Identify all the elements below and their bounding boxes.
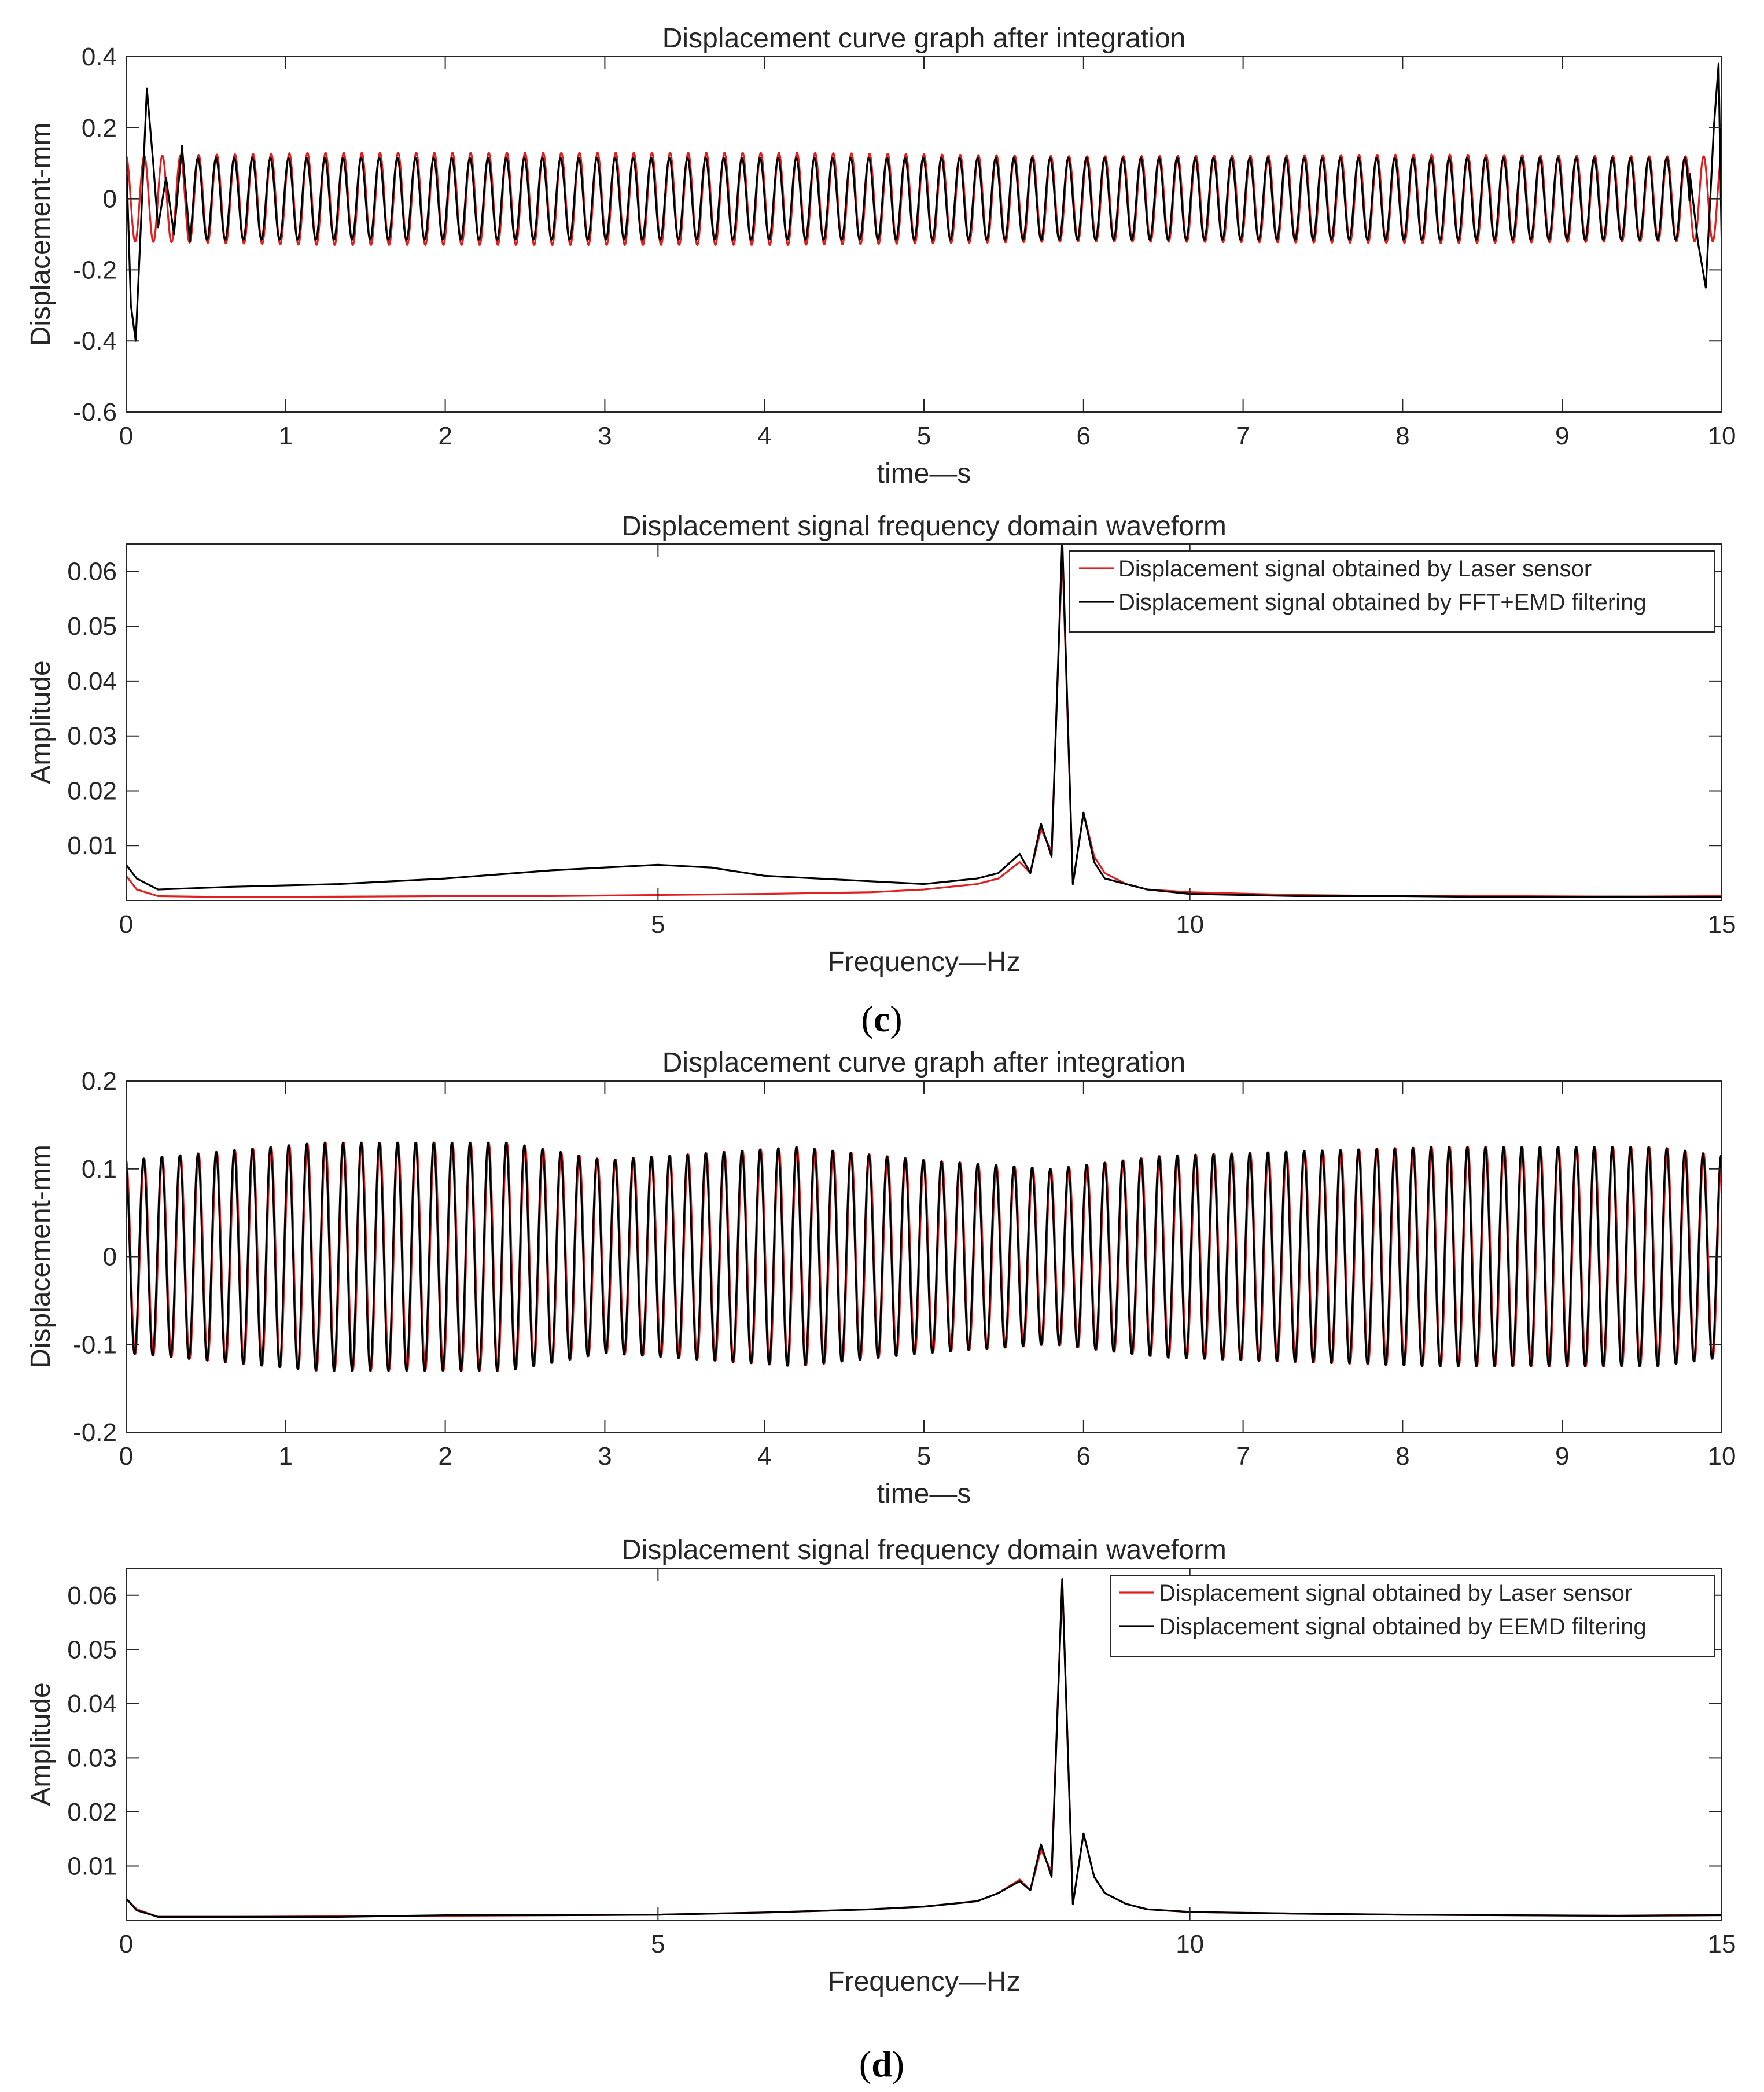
chart-title: Displacement curve graph after integrati… [662, 23, 1185, 54]
legend-entry: Displacement signal obtained by Laser se… [1118, 556, 1592, 582]
x-tick-label: 1 [279, 1442, 293, 1470]
x-tick-label: 5 [917, 422, 931, 450]
y-axis-label: Displacement-mm [25, 1145, 56, 1369]
chart-title: Displacement signal frequency domain wav… [621, 1535, 1227, 1565]
plot-area [126, 1141, 1722, 1372]
series-line-filtered [126, 62, 1722, 342]
plot-area [126, 1578, 1722, 1918]
y-tick-label: 0.02 [67, 777, 117, 805]
y-tick-label: -0.1 [73, 1330, 117, 1359]
chart-d2: 0 5 10 15 0.01 0.02 0.03 0.04 0.05 0.06 Displaceme… [25, 1535, 1736, 1997]
y-tick-label: 0.2 [82, 1067, 117, 1095]
y-axis-label: Amplitude [25, 1682, 56, 1806]
series-line-filtered [126, 1141, 1722, 1372]
axes-box [126, 1568, 1722, 1921]
x-axis-label: time—s [877, 1479, 971, 1509]
x-tick-label: 3 [598, 1442, 612, 1470]
x-tick-label: 4 [757, 422, 771, 450]
y-tick-label: 0.01 [67, 1852, 117, 1880]
x-tick-label: 10 [1708, 422, 1736, 450]
x-tick-label: 5 [651, 1930, 665, 1958]
y-tick-label: 0.05 [67, 1635, 117, 1664]
x-tick-label: 8 [1395, 1442, 1409, 1470]
y-tick-label: 0 [103, 1243, 117, 1271]
x-tick-label: 7 [1236, 422, 1250, 450]
y-tick-label: 0.04 [67, 667, 117, 696]
y-tick-label: 0.06 [67, 557, 117, 586]
x-tick-label: 4 [757, 1442, 771, 1470]
y-tick-label: 0.03 [67, 722, 117, 751]
chart-c1: 0 1 2 3 4 5 6 7 8 9 10 -0.6 -0.4 -0.2 0 0.2 0.4 Displacem… [25, 23, 1736, 489]
x-tick-label: 2 [438, 422, 452, 450]
x-tick-label: 7 [1236, 1442, 1250, 1470]
y-tick-label: 0 [103, 185, 117, 214]
axes-box [126, 56, 1722, 413]
x-tick-label: 5 [917, 1442, 931, 1470]
x-axis-label: time—s [877, 458, 971, 489]
y-tick-label: 0.2 [82, 114, 117, 142]
x-tick-label: 8 [1395, 422, 1409, 450]
x-tick-label: 0 [119, 910, 133, 939]
x-tick-label: 6 [1077, 422, 1091, 450]
chart-title: Displacement signal frequency domain wav… [621, 511, 1227, 542]
legend-entry: Displacement signal obtained by Laser se… [1159, 1580, 1632, 1606]
x-tick-label: 9 [1555, 422, 1569, 450]
y-tick-label: 0.04 [67, 1690, 117, 1718]
y-tick-label: -0.6 [73, 398, 117, 427]
x-tick-label: 0 [119, 1930, 133, 1958]
legend: Displacement signal obtained by Laser se… [1069, 550, 1715, 633]
y-axis-label: Amplitude [25, 660, 56, 784]
x-tick-label: 3 [598, 422, 612, 450]
y-tick-label: 0.06 [67, 1582, 117, 1610]
y-tick-label: 0.05 [67, 612, 117, 641]
y-tick-label: -0.2 [73, 256, 117, 284]
y-tick-label: 0.4 [82, 43, 117, 71]
chart-d1: 0 1 2 3 4 5 6 7 8 9 10 -0.2 -0.1 0 0.1 0.2 Displacement … [25, 1047, 1736, 1509]
y-tick-label: 0.01 [67, 832, 117, 860]
series-line-filtered [126, 1578, 1722, 1918]
legend-entry: Displacement signal obtained by FFT+EMD … [1118, 590, 1647, 615]
x-tick-label: 10 [1176, 1930, 1204, 1958]
x-tick-label: 5 [651, 910, 665, 939]
y-tick-label: -0.2 [73, 1418, 117, 1447]
panel-label-c: (c) [861, 998, 902, 1039]
panel-label-d: (d) [859, 2043, 904, 2084]
y-tick-label: 0.03 [67, 1744, 117, 1772]
x-tick-label: 15 [1708, 910, 1736, 939]
x-tick-label: 9 [1555, 1442, 1569, 1470]
legend: Displacement signal obtained by Laser se… [1110, 1575, 1715, 1657]
x-tick-label: 2 [438, 1442, 452, 1470]
chart-c2: 0 5 10 15 0.01 0.02 0.03 0.04 0.05 0.06 Displaceme… [25, 511, 1736, 977]
x-tick-label: 0 [119, 1442, 133, 1470]
legend-box [1069, 550, 1715, 633]
x-tick-label: 10 [1176, 910, 1204, 939]
x-tick-label: 15 [1708, 1930, 1736, 1958]
x-tick-label: 10 [1708, 1442, 1736, 1470]
plot-area [126, 62, 1722, 342]
x-tick-label: 1 [279, 422, 293, 450]
x-axis-label: Frequency—Hz [827, 947, 1020, 977]
y-tick-label: 0.02 [67, 1798, 117, 1826]
y-axis-label: Displacement-mm [25, 123, 56, 347]
axes-box [126, 543, 1722, 901]
chart-title: Displacement curve graph after integrati… [662, 1047, 1185, 1078]
x-axis-label: Frequency—Hz [827, 1966, 1020, 1997]
x-tick-label: 6 [1077, 1442, 1091, 1470]
x-tick-label: 0 [119, 422, 133, 450]
legend-entry: Displacement signal obtained by EEMD fil… [1159, 1614, 1647, 1639]
y-tick-label: -0.4 [73, 327, 117, 355]
legend-box [1110, 1575, 1715, 1657]
y-tick-label: 0.1 [82, 1155, 117, 1183]
